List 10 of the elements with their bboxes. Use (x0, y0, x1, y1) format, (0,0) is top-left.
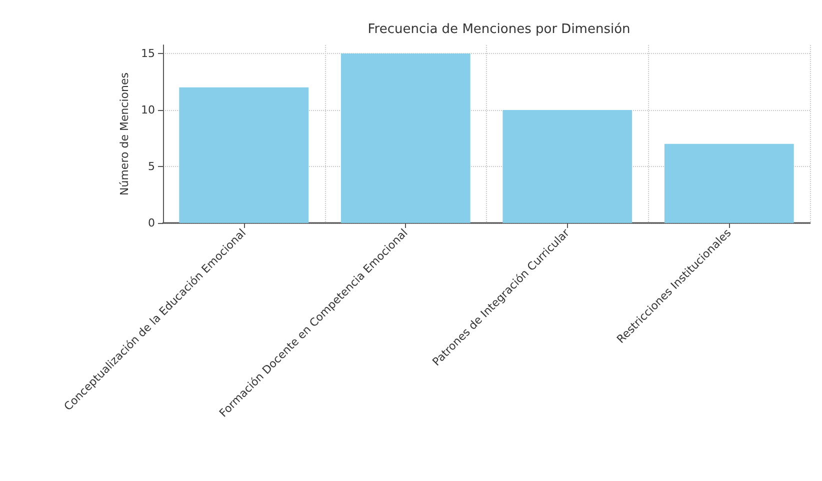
bar (179, 87, 309, 223)
bar (502, 110, 632, 223)
y-tick-label: 15 (141, 46, 155, 60)
y-tick-label: 0 (148, 216, 155, 230)
y-tick-label: 5 (148, 160, 155, 173)
chart-title: Frecuencia de Menciones por Dimensión (368, 22, 630, 37)
bar (664, 144, 794, 223)
bar (340, 53, 470, 223)
y-tick-label: 10 (141, 103, 155, 116)
y-axis-title: Número de Menciones (118, 72, 132, 196)
